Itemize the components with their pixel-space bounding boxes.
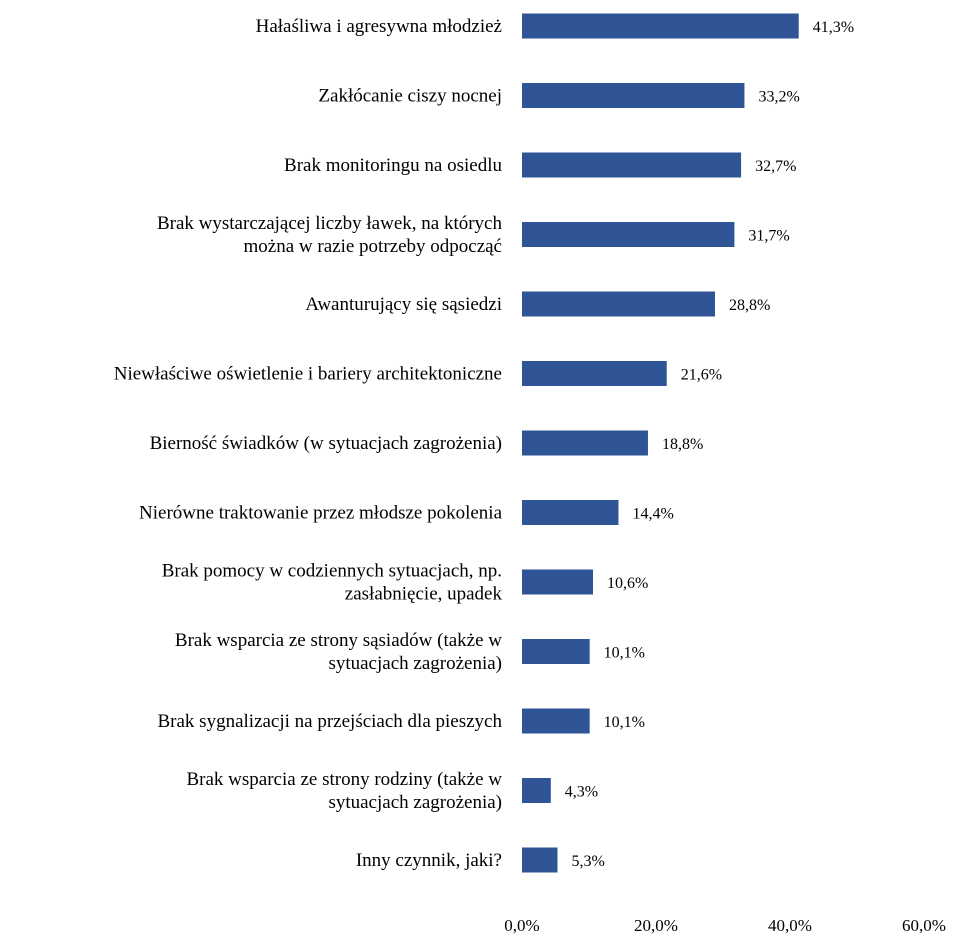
value-label-3: 32,7% [755, 158, 796, 175]
category-label-11: Brak sygnalizacji na przejściach dla pie… [158, 711, 503, 732]
category-label-12: Brak wsparcia ze strony rodziny (także w… [187, 769, 503, 813]
category-label-line: sytuacjach zagrożenia) [328, 792, 502, 813]
value-label-2: 33,2% [758, 89, 799, 106]
bars-group [522, 13, 799, 873]
bar-4 [522, 222, 735, 247]
x-axis-tick-labels: 0,0% 20,0% 40,0% 60,0% [504, 916, 946, 934]
value-label-8: 14,4% [632, 506, 673, 523]
value-label-6: 21,6% [681, 367, 722, 384]
category-label-1: Hałaśliwa i agresywna młodzież [256, 16, 502, 37]
x-tick-label-4: 60,0% [902, 916, 946, 934]
bar-9 [522, 569, 594, 595]
category-label-line: można w razie potrzeby odpocząć [244, 236, 502, 257]
value-label-5: 28,8% [729, 297, 770, 314]
value-label-9: 10,6% [607, 575, 648, 592]
category-label-line: Brak wystarczającej liczby ławek, na któ… [157, 213, 503, 234]
value-label-1: 41,3% [813, 19, 854, 36]
category-label-line: Brak wsparcia ze strony sąsiadów (także … [175, 630, 502, 651]
bar-13 [522, 847, 558, 873]
value-label-7: 18,8% [662, 436, 703, 453]
category-label-7: Bierność świadków (w sytuacjach zagrożen… [150, 433, 502, 454]
bar-3 [522, 152, 742, 178]
x-tick-label-1: 0,0% [504, 916, 539, 934]
category-label-line: Brak pomocy w codziennych sytuacjach, np… [162, 561, 502, 582]
category-label-10: Brak wsparcia ze strony sąsiadów (także … [175, 630, 502, 674]
category-label-line: Brak monitoringu na osiedlu [284, 155, 502, 176]
bar-1 [522, 13, 799, 39]
bar-5 [522, 291, 715, 317]
bar-8 [522, 500, 619, 525]
category-labels: Hałaśliwa i agresywna młodzież Zakłócanie… [114, 16, 503, 871]
category-label-4: Brak wystarczającej liczby ławek, na któ… [157, 213, 503, 257]
category-label-line: Awanturujący się sąsiedzi [305, 294, 502, 315]
category-label-line: Hałaśliwa i agresywna młodzież [256, 16, 502, 37]
category-label-line: Bierność świadków (w sytuacjach zagrożen… [150, 433, 502, 454]
value-label-13: 5,3% [572, 853, 605, 870]
value-label-11: 10,1% [604, 714, 645, 731]
value-label-10: 10,1% [604, 645, 645, 662]
category-label-8: Nierówne traktowanie przez młodsze pokol… [139, 503, 503, 524]
category-label-2: Zakłócanie ciszy nocnej [318, 86, 502, 107]
value-label-4: 31,7% [748, 228, 789, 245]
value-label-12: 4,3% [565, 784, 598, 801]
bar-10 [522, 639, 590, 664]
category-label-line: zasłabnięcie, upadek [345, 584, 503, 605]
x-tick-label-2: 20,0% [634, 916, 678, 934]
bar-11 [522, 708, 590, 734]
x-tick-label-3: 40,0% [768, 916, 812, 934]
bar-12 [522, 778, 551, 803]
category-label-line: Zakłócanie ciszy nocnej [318, 86, 502, 107]
category-label-line: Brak wsparcia ze strony rodziny (także w [187, 769, 503, 790]
bar-2 [522, 83, 745, 108]
category-label-3: Brak monitoringu na osiedlu [284, 155, 502, 176]
category-label-6: Niewłaściwe oświetlenie i bariery archit… [114, 364, 502, 385]
category-label-9: Brak pomocy w codziennych sytuacjach, np… [162, 561, 503, 605]
category-label-line: sytuacjach zagrożenia) [328, 653, 502, 674]
category-label-line: Niewłaściwe oświetlenie i bariery archit… [114, 364, 502, 385]
category-label-line: Brak sygnalizacji na przejściach dla pie… [158, 711, 503, 732]
bar-6 [522, 361, 667, 386]
category-label-line: Inny czynnik, jaki? [356, 850, 502, 871]
category-label-13: Inny czynnik, jaki? [356, 850, 502, 871]
bar-7 [522, 430, 648, 456]
category-label-5: Awanturujący się sąsiedzi [305, 294, 502, 315]
value-labels: 41,3% 33,2% 32,7% 31,7% 28,8% 21,6% 18,8% 14,4%… [565, 19, 854, 870]
category-label-line: Nierówne traktowanie przez młodsze pokol… [139, 503, 503, 524]
